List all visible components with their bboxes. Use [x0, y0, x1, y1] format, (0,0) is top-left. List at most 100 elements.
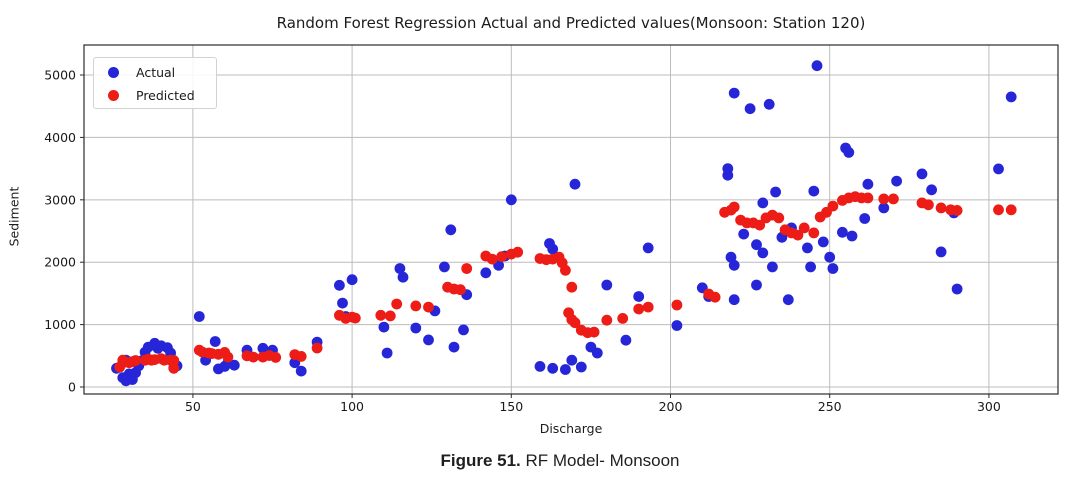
data-point-actual [767, 261, 778, 273]
data-point-actual [757, 197, 769, 209]
figure-caption: Figure 51. RF Model- Monsoon [0, 451, 1085, 471]
data-point-actual [547, 362, 559, 374]
data-point-actual [808, 185, 820, 197]
legend-item-predicted: Predicted [108, 84, 216, 107]
data-point-predicted [410, 300, 422, 312]
data-point-predicted [993, 204, 1004, 216]
data-point-predicted [671, 299, 683, 311]
data-point-actual [480, 267, 492, 279]
data-point-predicted [391, 298, 403, 310]
data-point-predicted [601, 314, 613, 326]
y-tick-label: 5000 [44, 68, 76, 83]
data-point-predicted [642, 301, 654, 313]
data-point-actual [534, 361, 546, 372]
data-point-actual [346, 274, 358, 286]
data-point-actual [445, 224, 457, 236]
data-point-predicted [423, 301, 434, 313]
data-point-actual [569, 178, 581, 190]
data-point-actual [209, 336, 221, 347]
data-point-predicted [560, 264, 571, 276]
data-point-actual [728, 294, 740, 306]
plot-frame [83, 44, 1059, 395]
y-tick-label: 4000 [44, 130, 76, 145]
y-tick-label: 1000 [44, 317, 76, 332]
data-point-predicted [617, 313, 629, 324]
data-point-actual [228, 359, 240, 371]
data-point-predicted [270, 352, 282, 363]
plot-area [84, 45, 1058, 394]
data-point-actual [575, 361, 587, 373]
data-point-predicted [130, 355, 142, 366]
legend-label-actual: Actual [136, 65, 176, 80]
y-tick-label: 0 [68, 380, 76, 395]
data-point-actual [193, 311, 205, 322]
data-point-actual [728, 259, 740, 271]
data-point-actual [560, 364, 571, 375]
data-point-actual [782, 294, 794, 306]
data-point-actual [859, 213, 871, 224]
data-point-predicted [878, 193, 890, 205]
data-point-actual [751, 239, 762, 251]
predicted-points [114, 191, 1017, 374]
data-point-actual [722, 169, 734, 181]
data-point-predicted [496, 251, 508, 262]
data-point-predicted [633, 303, 645, 315]
data-point-predicted [455, 284, 466, 296]
data-point-predicted [168, 362, 180, 374]
data-point-predicted [588, 326, 600, 338]
data-point-predicted [951, 205, 963, 216]
caption-text: RF Model- Monsoon [520, 451, 680, 470]
data-point-actual [993, 163, 1004, 175]
data-point-actual [566, 354, 578, 366]
legend: Actual Predicted [93, 57, 217, 109]
data-point-actual [728, 87, 740, 99]
caption-number: Figure 51. [440, 451, 521, 470]
data-point-actual [334, 279, 345, 291]
data-point-actual [725, 251, 737, 263]
legend-label-predicted: Predicted [136, 88, 195, 103]
data-point-predicted [566, 281, 578, 293]
data-point-predicted [862, 192, 874, 204]
data-point-predicted [168, 355, 180, 366]
data-point-predicted [709, 291, 721, 303]
data-point-predicted [486, 253, 498, 265]
data-point-predicted [798, 222, 810, 234]
x-tick-label: 150 [499, 399, 523, 414]
x-tick-label: 250 [818, 399, 842, 414]
data-point-predicted [754, 219, 766, 231]
chart-title: Random Forest Regression Actual and Pred… [276, 14, 866, 32]
data-point-actual [620, 334, 632, 346]
data-point-predicted [295, 351, 307, 362]
legend-item-actual: Actual [108, 61, 216, 84]
data-point-actual [547, 243, 559, 255]
data-point-actual [257, 342, 269, 354]
data-point-predicted [461, 263, 473, 274]
data-point-actual [846, 230, 858, 242]
data-point-actual [770, 186, 781, 198]
data-point-actual [505, 194, 517, 206]
data-point-actual [410, 322, 422, 334]
data-point-predicted [375, 309, 387, 321]
data-point-predicted [512, 246, 524, 258]
data-point-predicted [1005, 204, 1017, 216]
data-point-actual [1005, 91, 1017, 103]
data-point-predicted [888, 193, 899, 205]
data-point-actual [951, 283, 963, 295]
y-tick-label: 3000 [44, 192, 76, 207]
data-point-actual [448, 341, 460, 353]
data-point-predicted [349, 312, 361, 324]
x-tick-label: 100 [340, 399, 364, 414]
x-tick-label: 50 [185, 399, 201, 414]
data-point-actual [671, 320, 683, 331]
data-point-actual [763, 98, 775, 110]
data-point-actual [751, 279, 762, 291]
data-point-actual [295, 365, 307, 377]
data-point-actual [916, 168, 928, 180]
data-point-actual [817, 236, 829, 248]
data-point-actual [926, 184, 937, 196]
data-point-actual [824, 251, 836, 263]
x-tick-label: 200 [659, 399, 683, 414]
data-point-actual [878, 202, 890, 214]
